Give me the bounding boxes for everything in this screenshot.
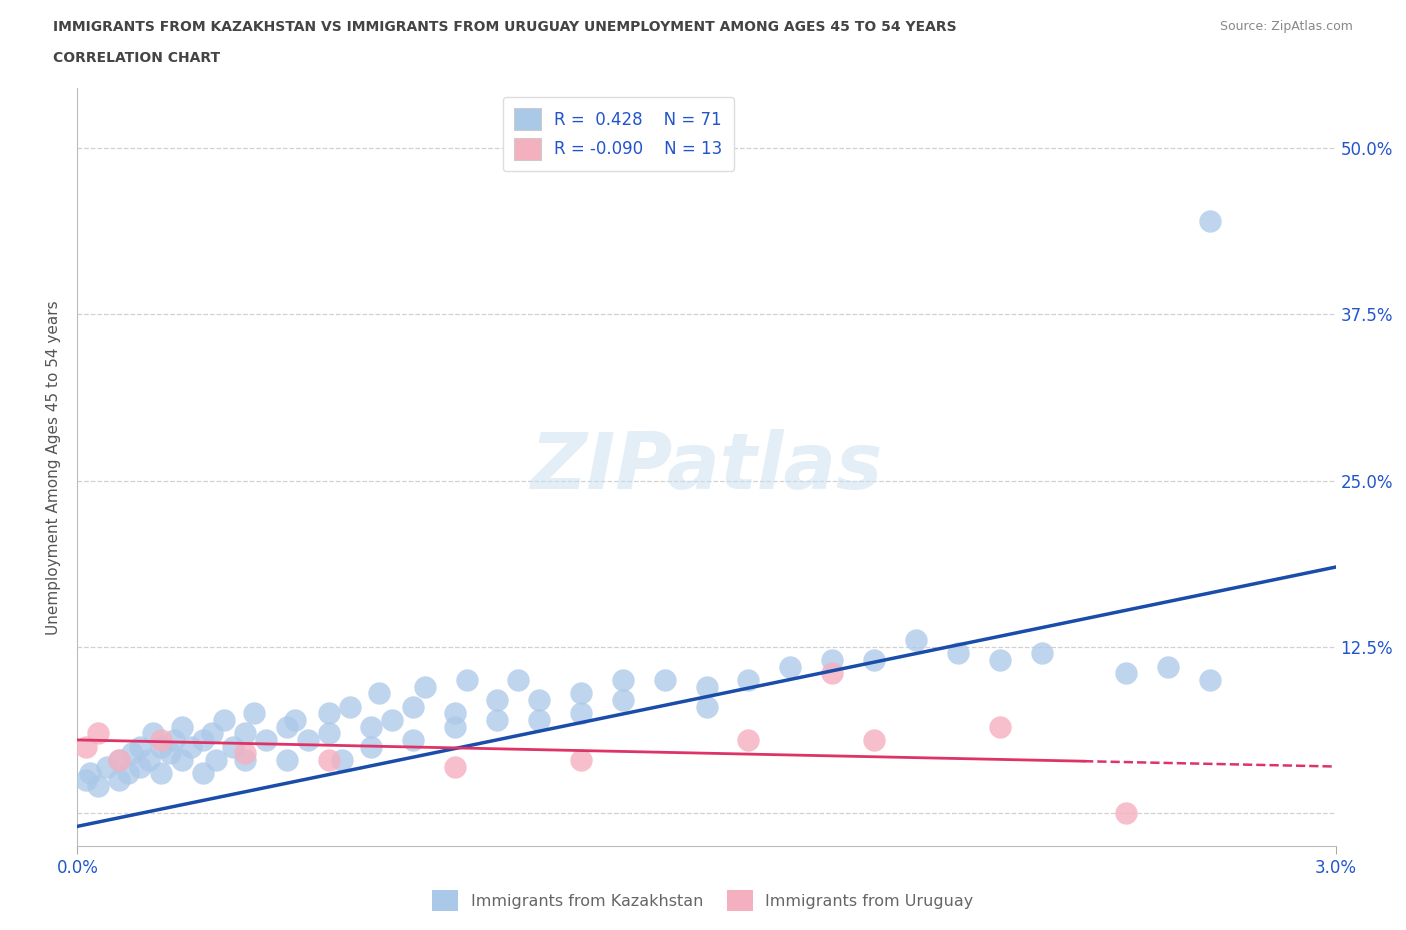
- Point: [988, 719, 1011, 734]
- Point: [737, 733, 759, 748]
- Point: [200, 725, 222, 740]
- Point: [129, 739, 152, 754]
- Point: [821, 666, 844, 681]
- Point: [138, 752, 160, 767]
- Point: [254, 733, 277, 748]
- Text: IMMIGRANTS FROM KAZAKHSTAN VS IMMIGRANTS FROM URUGUAY UNEMPLOYMENT AMONG AGES 45: IMMIGRANTS FROM KAZAKHSTAN VS IMMIGRANTS…: [53, 20, 957, 34]
- Point: [1115, 666, 1137, 681]
- Point: [221, 739, 243, 754]
- Point: [129, 759, 152, 774]
- Legend: Immigrants from Kazakhstan, Immigrants from Uruguay: Immigrants from Kazakhstan, Immigrants f…: [426, 884, 980, 917]
- Point: [284, 712, 307, 727]
- Point: [569, 686, 592, 701]
- Point: [297, 733, 319, 748]
- Point: [75, 739, 97, 754]
- Text: Source: ZipAtlas.com: Source: ZipAtlas.com: [1219, 20, 1353, 33]
- Point: [654, 672, 676, 687]
- Point: [381, 712, 404, 727]
- Point: [276, 752, 298, 767]
- Point: [485, 712, 508, 727]
- Point: [79, 765, 101, 780]
- Point: [988, 653, 1011, 668]
- Point: [233, 746, 256, 761]
- Point: [191, 733, 215, 748]
- Point: [108, 752, 131, 767]
- Point: [569, 752, 592, 767]
- Text: CORRELATION CHART: CORRELATION CHART: [53, 51, 221, 65]
- Point: [233, 725, 256, 740]
- Point: [318, 725, 340, 740]
- Point: [863, 653, 886, 668]
- Point: [444, 719, 467, 734]
- Point: [527, 712, 550, 727]
- Point: [276, 719, 298, 734]
- Point: [527, 693, 550, 708]
- Point: [485, 693, 508, 708]
- Point: [402, 699, 425, 714]
- Point: [172, 719, 194, 734]
- Point: [444, 759, 467, 774]
- Point: [96, 759, 118, 774]
- Point: [1199, 214, 1222, 229]
- Y-axis label: Unemployment Among Ages 45 to 54 years: Unemployment Among Ages 45 to 54 years: [46, 300, 62, 634]
- Point: [1199, 672, 1222, 687]
- Point: [612, 693, 634, 708]
- Point: [191, 765, 215, 780]
- Point: [318, 706, 340, 721]
- Point: [696, 699, 718, 714]
- Point: [905, 632, 928, 647]
- Point: [339, 699, 361, 714]
- Point: [108, 752, 131, 767]
- Point: [415, 679, 437, 694]
- Point: [330, 752, 353, 767]
- Point: [696, 679, 718, 694]
- Point: [821, 653, 844, 668]
- Point: [159, 746, 181, 761]
- Point: [163, 733, 186, 748]
- Point: [117, 765, 139, 780]
- Point: [863, 733, 886, 748]
- Point: [779, 659, 801, 674]
- Point: [87, 779, 110, 794]
- Point: [180, 739, 202, 754]
- Point: [150, 733, 173, 748]
- Point: [368, 686, 391, 701]
- Text: ZIPatlas: ZIPatlas: [530, 430, 883, 505]
- Point: [569, 706, 592, 721]
- Point: [360, 719, 382, 734]
- Point: [204, 752, 226, 767]
- Point: [1031, 646, 1053, 661]
- Point: [612, 672, 634, 687]
- Point: [444, 706, 467, 721]
- Point: [360, 739, 382, 754]
- Point: [87, 725, 110, 740]
- Point: [75, 773, 97, 788]
- Point: [737, 672, 759, 687]
- Point: [1115, 805, 1137, 820]
- Point: [150, 739, 173, 754]
- Point: [242, 706, 264, 721]
- Legend: R =  0.428    N = 71, R = -0.090    N = 13: R = 0.428 N = 71, R = -0.090 N = 13: [502, 97, 734, 171]
- Point: [142, 725, 165, 740]
- Point: [506, 672, 529, 687]
- Point: [172, 752, 194, 767]
- Point: [212, 712, 235, 727]
- Point: [233, 752, 256, 767]
- Point: [456, 672, 478, 687]
- Point: [1157, 659, 1180, 674]
- Point: [318, 752, 340, 767]
- Point: [108, 773, 131, 788]
- Point: [948, 646, 970, 661]
- Point: [150, 765, 173, 780]
- Point: [121, 746, 143, 761]
- Point: [402, 733, 425, 748]
